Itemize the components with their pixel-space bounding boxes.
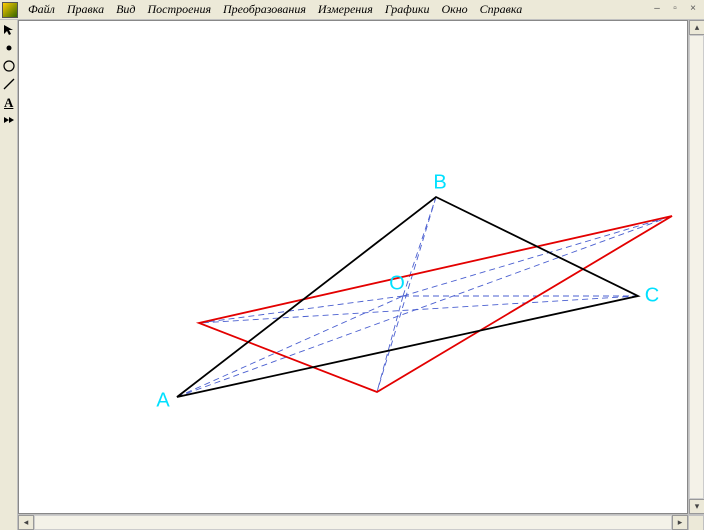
point-label-O: O [389, 273, 405, 296]
tool-palette: A [0, 20, 18, 530]
scroll-corner [688, 515, 704, 530]
menu-transform[interactable]: Преобразования [217, 0, 312, 19]
point-label-A: A [156, 390, 169, 413]
close-button[interactable]: × [686, 4, 700, 16]
point-label-B: B [433, 172, 446, 195]
geometry-svg [19, 21, 687, 513]
minimize-button[interactable]: – [650, 4, 664, 16]
canvas-container: A B C O ▴ ▾ ◂ ▸ [18, 20, 704, 530]
tool-line[interactable] [1, 76, 17, 92]
horizontal-scrollbar[interactable]: ◂ ▸ [18, 514, 704, 530]
scroll-down-button[interactable]: ▾ [689, 499, 704, 514]
scroll-track-horizontal[interactable] [34, 515, 672, 530]
drawing-canvas[interactable]: A B C O [18, 20, 688, 514]
scroll-up-button[interactable]: ▴ [689, 20, 704, 35]
menu-edit[interactable]: Правка [61, 0, 110, 19]
tool-circle[interactable] [1, 58, 17, 74]
svg-text:A: A [4, 95, 14, 109]
tool-text[interactable]: A [1, 94, 17, 110]
scroll-right-button[interactable]: ▸ [672, 515, 688, 530]
scroll-left-button[interactable]: ◂ [18, 515, 34, 530]
app-icon [2, 2, 18, 18]
main-area: A A B C O ▴ ▾ ◂ ▸ [0, 20, 704, 530]
restore-button[interactable]: ▫ [668, 4, 682, 16]
menu-construct[interactable]: Построения [142, 0, 218, 19]
point-label-C: C [645, 285, 659, 308]
menu-help[interactable]: Справка [474, 0, 529, 19]
tool-custom[interactable] [1, 112, 17, 128]
menu-file[interactable]: Файл [22, 0, 61, 19]
menu-measure[interactable]: Измерения [312, 0, 379, 19]
menu-view[interactable]: Вид [110, 0, 141, 19]
menu-bar: Файл Правка Вид Построения Преобразовани… [0, 0, 704, 20]
menu-window[interactable]: Окно [435, 0, 473, 19]
window-controls: – ▫ × [650, 4, 702, 16]
tool-arrow[interactable] [1, 22, 17, 38]
menu-graph[interactable]: Графики [379, 0, 436, 19]
scroll-track-vertical[interactable] [689, 35, 704, 499]
tool-point[interactable] [1, 40, 17, 56]
vertical-scrollbar[interactable]: ▴ ▾ [688, 20, 704, 514]
